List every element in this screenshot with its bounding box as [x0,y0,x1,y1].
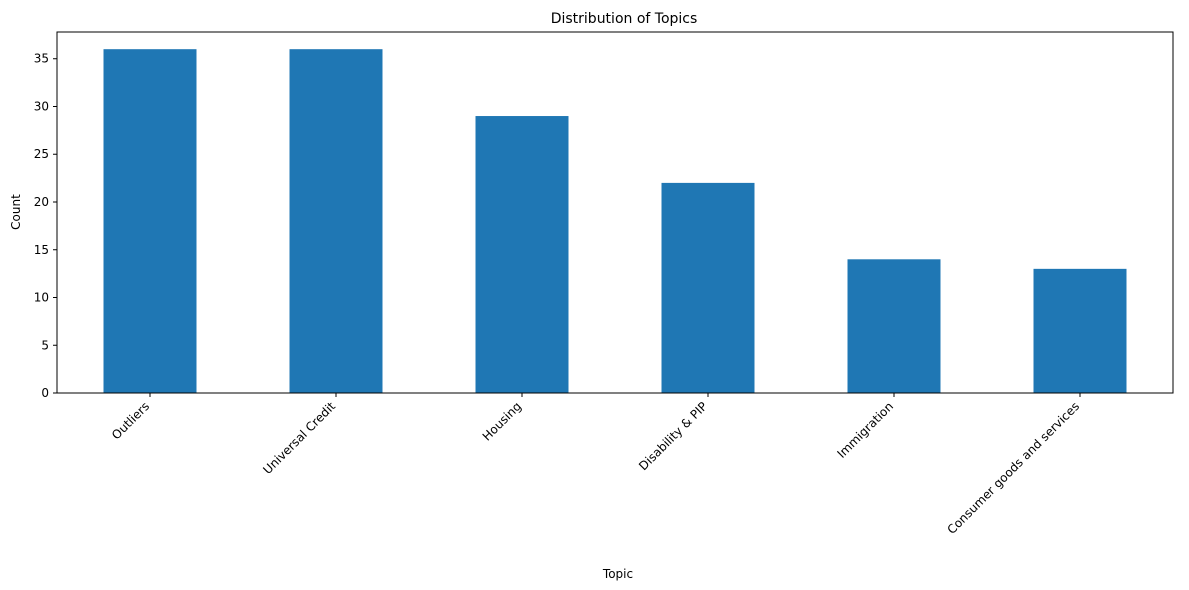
bar-disability-pip [661,182,755,393]
bars-group [103,49,1127,393]
bar-immigration [847,259,941,393]
y-tick-label: 25 [34,147,49,161]
y-tick-label: 30 [34,99,49,113]
bar-consumer-goods-and-services [1033,268,1127,393]
y-tick-label: 20 [34,195,49,209]
chart-title: Distribution of Topics [551,11,698,27]
plot-frame [56,31,1174,394]
y-tick-label: 15 [34,243,49,257]
y-tick-label: 0 [41,386,49,400]
y-axis-label: Count [9,194,23,230]
y-axis: 0 5 10 15 20 25 30 35 [34,52,57,400]
y-tick-label: 10 [34,291,49,305]
bar-housing [475,116,569,393]
x-axis-label: Topic [602,567,633,581]
y-tick-label: 5 [41,338,49,352]
y-tick-label: 35 [34,52,49,66]
bar-outliers [103,49,197,393]
bar-universal-credit [289,49,383,393]
